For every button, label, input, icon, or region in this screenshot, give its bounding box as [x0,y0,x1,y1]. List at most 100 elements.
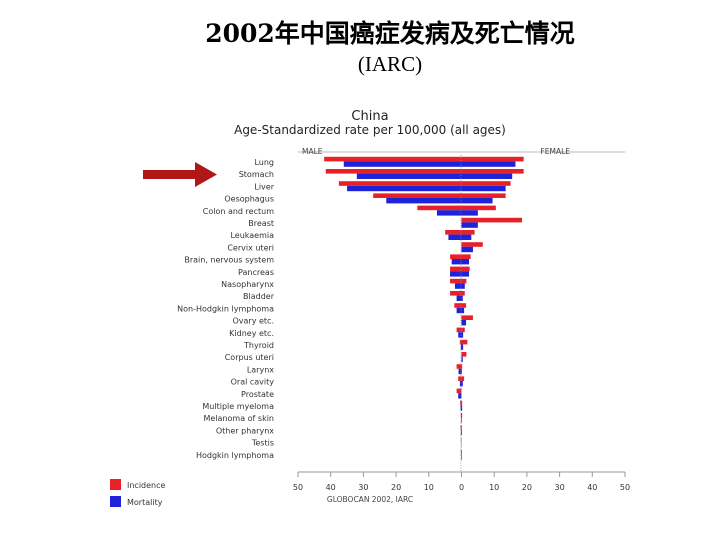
category-label-thyroid: Thyroid [243,341,274,350]
bar-mortality-male-leukaemia [448,234,462,240]
bar-mortality-male-pancreas [450,271,462,277]
bar-incidence-male-non-hodgkin-lymphoma [454,303,462,308]
bar-mortality-male-larynx [458,368,462,375]
legend-swatch-incidence [110,479,121,490]
bar-incidence-female-lung [461,156,524,162]
bar-mortality-male-lung [343,161,462,167]
category-label-breast: Breast [248,219,274,228]
highlight-arrow-icon [143,162,217,187]
category-label-pancreas: Pancreas [238,268,274,277]
category-label-stomach: Stomach [239,170,274,179]
bar-mortality-male-non-hodgkin-lymphoma [456,307,462,314]
x-tick-label-5: 0 [459,483,464,492]
bar-incidence-male-hodgkin-lymphoma [460,449,462,455]
bar-mortality-male-stomach [356,173,462,179]
bar-mortality-female-multiple-myeloma [461,405,463,411]
category-label-liver: Liver [254,182,274,191]
bar-mortality-female-corpus-uteri [461,356,463,362]
bar-incidence-male-oral-cavity [458,376,462,381]
bars [324,156,524,460]
source-note: GLOBOCAN 2002, IARC [327,495,413,504]
category-label-other-pharynx: Other pharynx [216,426,274,435]
bar-mortality-female-pancreas [461,271,470,277]
bar-incidence-female-nasopharynx [461,278,467,284]
bar-mortality-female-lung [461,161,516,167]
bar-incidence-female-larynx [461,364,463,369]
legend-label-mortality: Mortality [127,498,163,507]
bar-incidence-male-bladder [450,291,462,296]
bar-mortality-male-brain-nervous-system [451,259,462,265]
male-label: MALE [302,147,323,156]
bar-mortality-female-non-hodgkin-lymphoma [461,307,465,314]
bar-mortality-male-kidney-etc [458,332,462,338]
bar-incidence-male-kidney-etc [456,327,462,333]
slide-title: 2002年中国癌症发病及死亡情况 [205,19,575,48]
category-labels: Lung Stomach Liver Oesophagus Colon and rect… [177,158,275,460]
highlight-arrow-head [195,162,217,187]
legend-label-incidence: Incidence [127,481,166,490]
legend: Incidence Mortality [110,479,166,507]
bar-incidence-male-lung [324,156,462,162]
chart-subtitle: Age-Standardized rate per 100,000 (all a… [234,123,506,137]
x-tick-label-8: 30 [555,483,565,492]
category-label-non-hodgkin-lymphoma: Non-Hodgkin lymphoma [177,304,274,313]
bar-mortality-female-colon-and-rectum [461,210,478,216]
bar-incidence-male-thyroid [459,339,462,345]
bar-incidence-male-prostate [456,388,462,394]
legend-swatch-mortality [110,496,121,507]
bar-incidence-male-oesophagus [373,193,462,198]
bar-incidence-male-liver [338,181,462,186]
category-label-testis: Testis [251,439,274,448]
bar-mortality-female-bladder [461,295,463,301]
category-label-ovary-etc: Ovary etc. [233,317,275,326]
bar-incidence-male-stomach [325,169,462,174]
bar-mortality-female-thyroid [461,344,464,350]
category-label-multiple-myeloma: Multiple myeloma [202,402,274,411]
bar-mortality-male-thyroid [460,344,462,350]
category-label-oral-cavity: Oral cavity [231,378,275,387]
bar-incidence-male-leukaemia [445,230,462,235]
bar-incidence-female-ovary-etc [461,315,473,320]
bar-incidence-male-pancreas [450,266,462,272]
bar-incidence-female-melanoma-of-skin [461,413,463,418]
female-label: FEMALE [540,147,570,156]
bar-incidence-female-stomach [461,169,524,174]
bar-mortality-female-liver [461,185,506,192]
bar-mortality-female-oral-cavity [461,381,463,387]
x-tick-label-1: 40 [326,483,336,492]
bar-mortality-female-oesophagus [461,198,493,204]
category-label-kidney-etc: Kidney etc. [229,329,274,338]
bar-mortality-male-colon-and-rectum [436,210,462,216]
x-tick-label-2: 30 [358,483,368,492]
bar-incidence-female-cervix-uteri [461,242,483,247]
bar-mortality-female-nasopharynx [461,283,465,289]
bar-incidence-male-colon-and-rectum [417,205,462,211]
bar-incidence-female-oral-cavity [461,376,465,381]
x-tick-label-9: 40 [587,483,597,492]
bar-mortality-female-cervix-uteri [461,246,473,253]
x-axis-ticks: 50 40 30 20 10 0 10 20 30 40 50 [293,472,630,492]
bar-incidence-female-thyroid [461,339,468,345]
bar-incidence-male-larynx [456,364,462,369]
bar-incidence-male-testis [460,437,462,442]
bar-incidence-female-bladder [461,291,465,296]
bar-incidence-female-kidney-etc [461,327,465,333]
x-tick-label-7: 20 [522,483,532,492]
bar-mortality-male-bladder [456,295,462,301]
bar-mortality-male-nasopharynx [454,283,462,289]
bar-mortality-female-leukaemia [461,234,472,240]
bar-incidence-female-brain-nervous-system [461,254,471,259]
bar-incidence-female-leukaemia [461,230,475,235]
bar-incidence-male-nasopharynx [450,278,462,284]
x-tick-label-10: 50 [620,483,630,492]
bar-incidence-female-oesophagus [461,193,506,198]
bar-mortality-female-ovary-etc [461,320,467,326]
bar-incidence-female-breast [461,217,522,223]
bar-incidence-female-non-hodgkin-lymphoma [461,303,467,308]
bar-incidence-female-corpus-uteri [461,352,467,357]
category-label-cervix-uteri: Cervix uteri [227,243,274,252]
bar-mortality-male-prostate [458,393,462,399]
bar-mortality-female-stomach [461,173,513,179]
bar-incidence-female-pancreas [461,266,470,272]
